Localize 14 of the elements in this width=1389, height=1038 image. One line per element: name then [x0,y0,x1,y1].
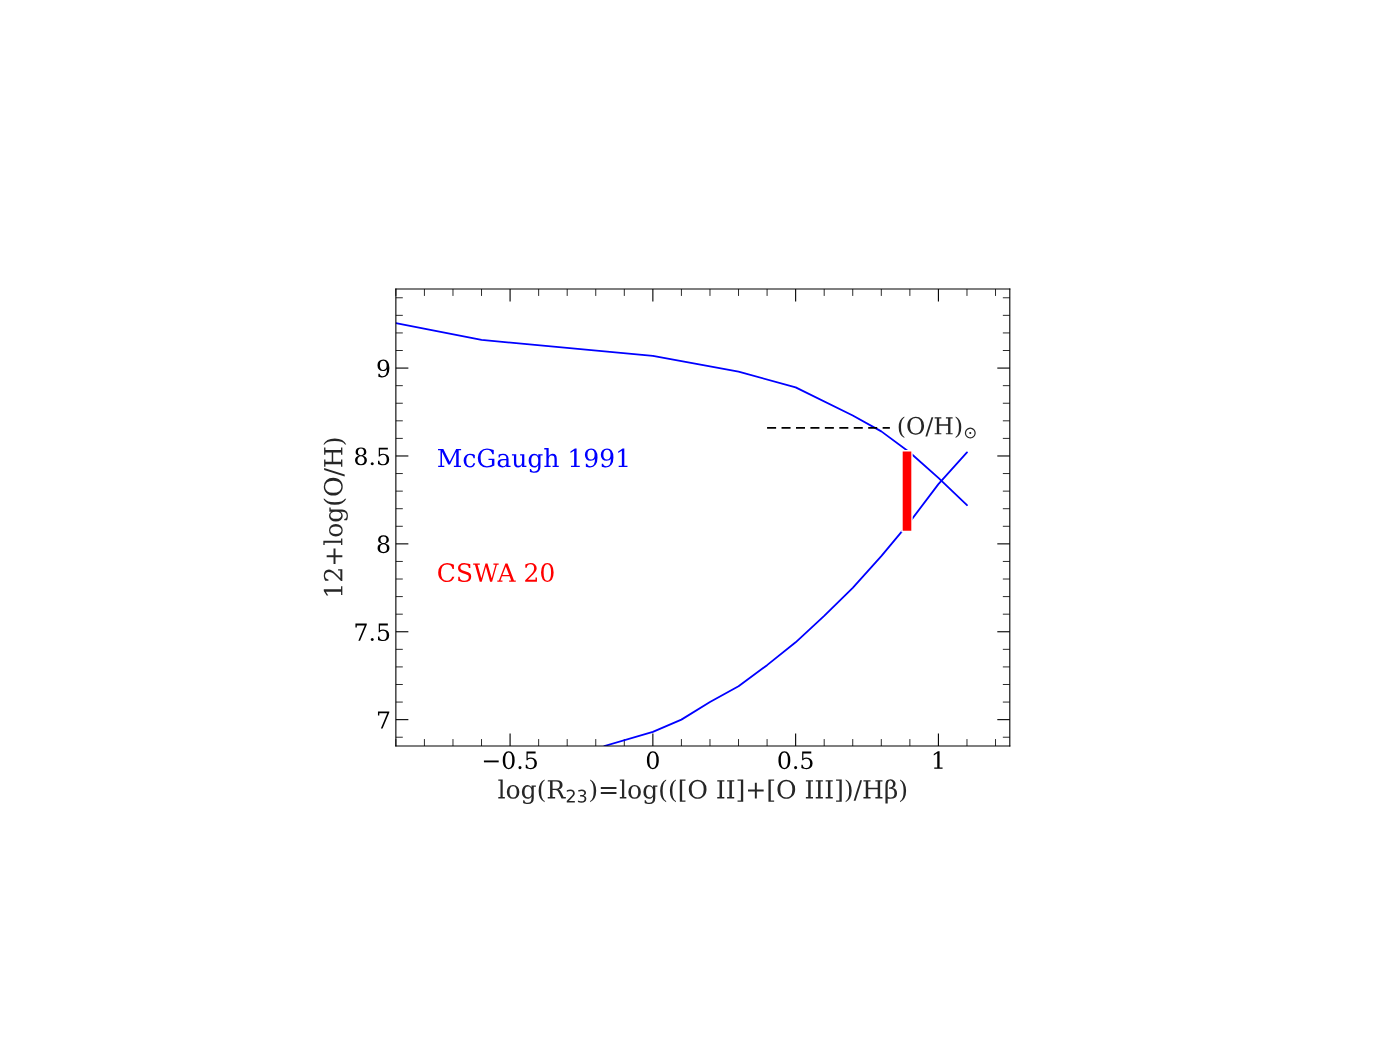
y-tick-label: 9 [377,359,390,378]
y-tick-label: 8.5 [355,447,390,466]
text: McGaugh 1991 [438,448,628,473]
x-tick-label: 1 [933,751,943,769]
y-tick-label: 7 [377,711,390,729]
x-tick-label: 0.5 [778,751,813,770]
x-tick-label: 0 [646,751,659,770]
x-tick-label: −0.5 [483,751,537,770]
y-tick-label: 7.5 [355,623,390,642]
y-tick-label: 8 [377,535,390,554]
x-axis-title: log(R$_{23}$)=log(([O II]+[O III])/Hβ) [498,779,907,804]
y-axis-title: 12+log(O/H) [323,438,348,596]
text: CSWA 20 [438,563,554,583]
annotation: (O/H)$_{⊙}$ [898,416,976,439]
